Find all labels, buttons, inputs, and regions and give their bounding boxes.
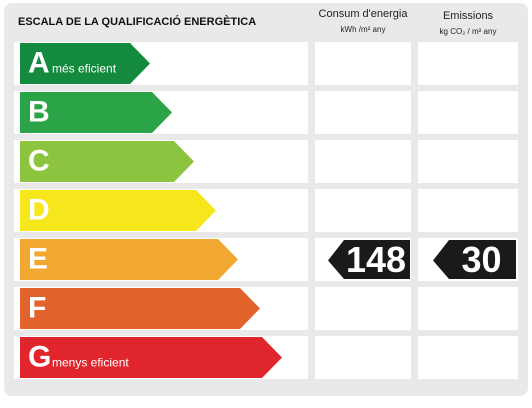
value-cell [315,287,411,330]
value: 30 [461,239,501,280]
value-cell [418,42,518,85]
value-cell [315,91,411,134]
rating-arrow [20,141,194,182]
value-cell [418,140,518,183]
rating-letter: B [28,95,50,128]
column-unit: kWh /m² any [341,25,386,34]
column-unit: kg CO₂ / m² any [440,27,497,36]
rating-label: menys eficient [52,356,129,370]
rating-letter: A [28,46,50,79]
rating-label: més eficient [52,62,117,76]
title: ESCALA DE LA QUALIFICACIÓ ENERGÈTICA [18,15,256,28]
value-arrow [433,240,516,279]
rating-letter: C [28,144,50,177]
value-cell [315,336,411,379]
value-cell [418,336,518,379]
rating-arrow [20,190,216,231]
rating-letter: F [28,291,46,324]
value-cell [315,140,411,183]
value-cell [315,189,411,232]
value-arrow [328,240,410,279]
rating-letter: D [28,193,50,226]
rating-arrow [20,337,282,378]
rating-arrow [20,92,172,133]
rating-arrow [20,239,238,280]
value-cell [418,91,518,134]
rating-letter: E [28,242,48,275]
column-title: Consum d'energia [319,8,409,20]
rating-arrow [20,43,150,84]
rating-letter: G [28,340,51,373]
column-title: Emissions [443,10,494,22]
value-cell [418,287,518,330]
value: 148 [346,239,406,280]
value-cell [315,42,411,85]
rating-arrow [20,288,260,329]
value-cell [418,189,518,232]
